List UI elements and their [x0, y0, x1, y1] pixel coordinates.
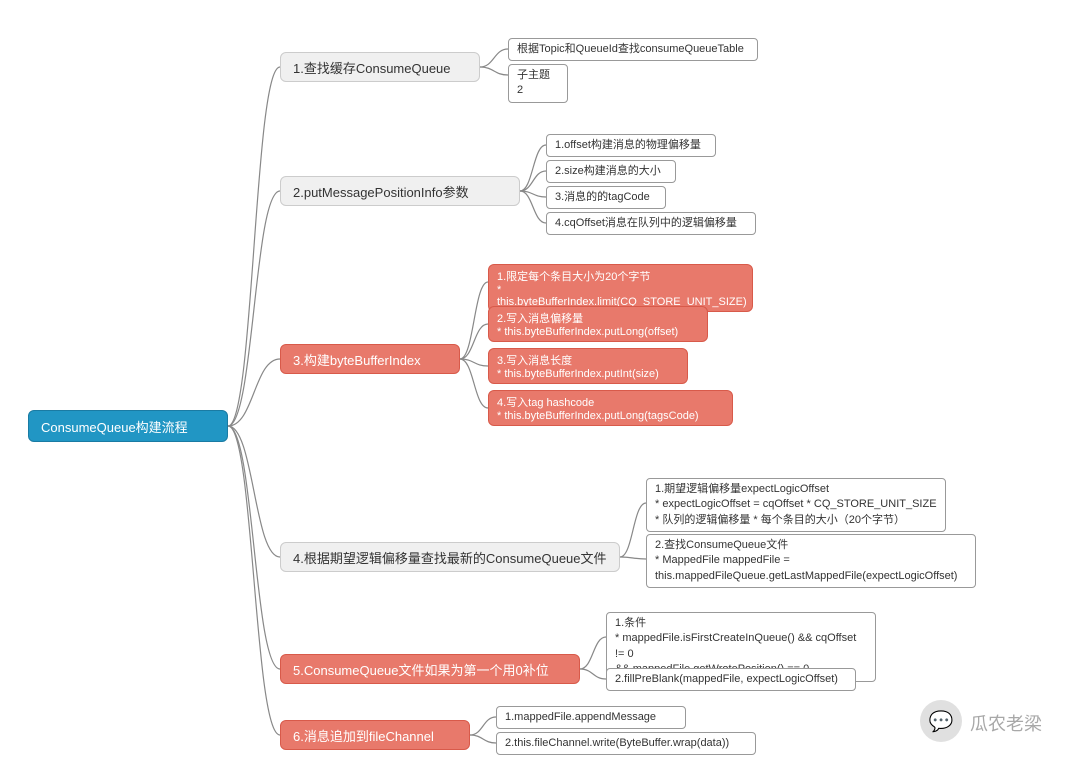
- root-node: ConsumeQueue构建流程: [28, 410, 228, 442]
- leaf-node-2-2: 2.size构建消息的大小: [546, 160, 676, 183]
- leaf-node-1-2: 子主题 2: [508, 64, 568, 103]
- root-label: ConsumeQueue构建流程: [41, 417, 188, 436]
- branch-label: 2.putMessagePositionInfo参数: [293, 182, 469, 201]
- leaf-node-6-2: 2.this.fileChannel.write(ByteBuffer.wrap…: [496, 732, 756, 755]
- leaf-node-3-2: 2.写入消息偏移量 * this.byteBufferIndex.putLong…: [488, 306, 708, 342]
- branch-node-3: 3.构建byteBufferIndex: [280, 344, 460, 374]
- leaf-node-2-1: 1.offset构建消息的物理偏移量: [546, 134, 716, 157]
- leaf-node-3-3: 3.写入消息长度 * this.byteBufferIndex.putInt(s…: [488, 348, 688, 384]
- leaf-node-6-1: 1.mappedFile.appendMessage: [496, 706, 686, 729]
- leaf-node-1-1: 根据Topic和QueueId查找consumeQueueTable: [508, 38, 758, 61]
- watermark-icon: 💬: [920, 700, 962, 742]
- leaf-node-2-4: 4.cqOffset消息在队列中的逻辑偏移量: [546, 212, 756, 235]
- branch-node-2: 2.putMessagePositionInfo参数: [280, 176, 520, 206]
- branch-node-5: 5.ConsumeQueue文件如果为第一个用0补位: [280, 654, 580, 684]
- leaf-node-3-4: 4.写入tag hashcode * this.byteBufferIndex.…: [488, 390, 733, 426]
- leaf-node-4-1: 1.期望逻辑偏移量expectLogicOffset * expectLogic…: [646, 478, 946, 532]
- branch-label: 5.ConsumeQueue文件如果为第一个用0补位: [293, 660, 549, 679]
- watermark-glyph: 💬: [929, 709, 954, 734]
- leaf-node-2-3: 3.消息的的tagCode: [546, 186, 666, 209]
- branch-label: 6.消息追加到fileChannel: [293, 726, 434, 745]
- branch-label: 1.查找缓存ConsumeQueue: [293, 58, 451, 77]
- watermark-text: 瓜农老梁: [970, 710, 1042, 736]
- branch-label: 4.根据期望逻辑偏移量查找最新的ConsumeQueue文件: [293, 548, 607, 567]
- leaf-node-3-1: 1.限定每个条目大小为20个字节 * this.byteBufferIndex.…: [488, 264, 753, 312]
- branch-node-6: 6.消息追加到fileChannel: [280, 720, 470, 750]
- leaf-node-4-2: 2.查找ConsumeQueue文件 * MappedFile mappedFi…: [646, 534, 976, 588]
- branch-node-1: 1.查找缓存ConsumeQueue: [280, 52, 480, 82]
- branch-label: 3.构建byteBufferIndex: [293, 350, 421, 369]
- branch-node-4: 4.根据期望逻辑偏移量查找最新的ConsumeQueue文件: [280, 542, 620, 572]
- leaf-node-5-2: 2.fillPreBlank(mappedFile, expectLogicOf…: [606, 668, 856, 691]
